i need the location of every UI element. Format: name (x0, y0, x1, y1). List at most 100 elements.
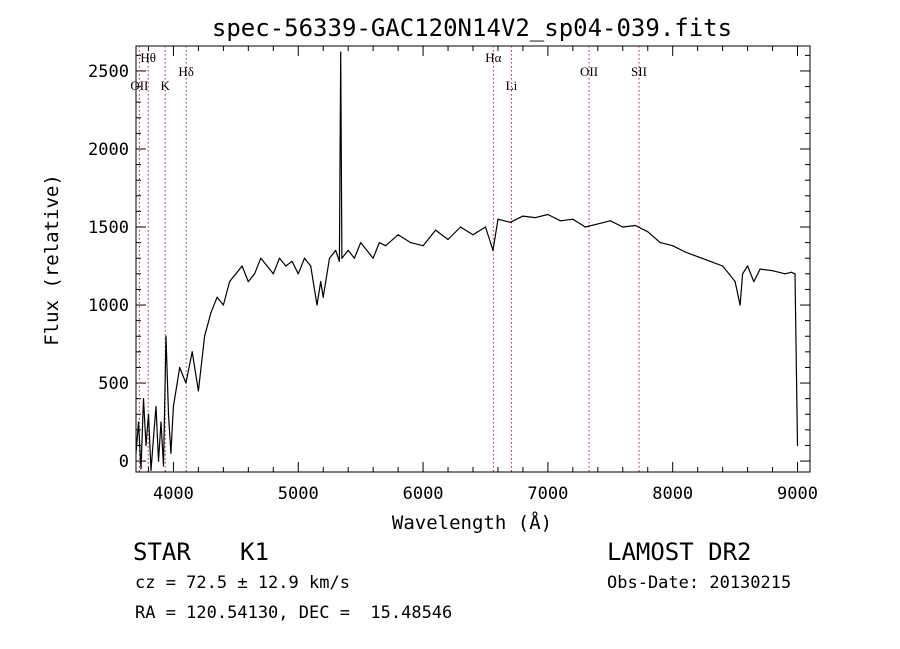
spectrum-point (684, 251, 686, 253)
spectrum-point (278, 257, 281, 259)
spectrum-point (597, 223, 599, 225)
spectrum-point (739, 304, 741, 306)
plot-frame (135, 45, 811, 473)
marker-label: Hα (485, 50, 501, 65)
spectrum-point (492, 249, 494, 252)
spectrum-point (145, 444, 147, 447)
spectrum-point (297, 273, 299, 275)
spectrum-point (459, 226, 462, 228)
spectrum-point (796, 444, 799, 447)
spectrum-point (559, 220, 561, 222)
spectrum-point (397, 234, 399, 236)
spectrum-point (155, 405, 157, 408)
x-tick-label: 7000 (527, 484, 568, 504)
axes: 4000 5000 6000 7000 8000 9000 0 500 1000 1500 2000… (88, 45, 818, 504)
spectrum-point (147, 413, 150, 415)
x-tick-label: 8000 (652, 484, 693, 504)
spectrum-point (447, 238, 449, 241)
marker-label: Hδ (178, 64, 194, 79)
spectrum-point (191, 351, 193, 353)
spectrum-point (222, 304, 224, 306)
x-tick-label: 4000 (153, 484, 194, 504)
y-tick-label: 0 (119, 452, 129, 472)
subclass-label: K1 (240, 538, 269, 566)
spectrum-point (409, 242, 412, 244)
x-tick-label: 5000 (278, 484, 319, 504)
spectrum-point (335, 249, 337, 252)
y-tick-label: 2000 (88, 140, 129, 160)
spectrum-point (210, 312, 212, 314)
spectrum-point (197, 390, 200, 392)
marker-label: OII (580, 64, 598, 79)
x-tick-label: 6000 (403, 484, 444, 504)
spectrum-point (497, 218, 499, 220)
spectrum-point (135, 452, 137, 454)
spectrum-point (697, 256, 699, 258)
spectrum-point (204, 335, 206, 337)
y-axis-label: Flux (relative) (41, 174, 63, 346)
spectrum-point (338, 260, 341, 262)
spectrum-point (622, 226, 624, 228)
spectrum-point (162, 465, 165, 467)
spectrum-point (328, 257, 331, 259)
spectrum-point (728, 273, 730, 275)
spectrum-point (672, 245, 674, 247)
spectrum-point (185, 382, 187, 384)
spectrum-point (179, 366, 181, 369)
spectrum-point (167, 413, 170, 415)
spectrum-point (790, 271, 792, 273)
spectrum-point (759, 268, 761, 270)
spectrum-point (291, 260, 293, 262)
spectrum-point (253, 273, 256, 275)
spectrum-point (484, 226, 487, 228)
spectrum-point (235, 273, 237, 275)
spectrum-point (534, 217, 537, 219)
y-tick-label: 500 (98, 374, 129, 394)
y-tick-label: 1500 (88, 218, 129, 238)
spectrum-point (722, 265, 724, 267)
spectrum-point (472, 234, 474, 236)
spectrum-point (140, 468, 142, 470)
spectrum-point (152, 437, 155, 439)
obs-date-text: Obs-Date: 20130215 (607, 573, 792, 593)
chart-title: spec-56339-GAC120N14V2_sp04-039.fits (212, 14, 732, 42)
spectrum-point (742, 273, 744, 275)
spectrum-point (784, 273, 786, 275)
spectrum-point (241, 265, 243, 267)
spectrum-point (172, 405, 175, 408)
spectrum-point (647, 231, 649, 233)
spectrum-point (360, 242, 362, 244)
spectrum-point (340, 51, 342, 53)
spectrum-point (522, 215, 524, 217)
spectrum-point (572, 218, 574, 220)
x-tick-label: 9000 (777, 484, 818, 504)
spectrum-point (547, 213, 549, 216)
spectrum-point (366, 249, 368, 252)
y-tick-label: 2500 (88, 62, 129, 82)
spectrum-point (709, 260, 711, 262)
spectrum-point (310, 265, 312, 267)
spectrum-point (216, 296, 218, 298)
spectrum-point (229, 281, 231, 283)
marker-label: K (161, 78, 171, 93)
spectrum-point (584, 226, 586, 228)
spectrum-point (509, 221, 512, 223)
spectrum-point (320, 281, 322, 283)
spectrum-point (247, 281, 249, 283)
spectrum-point (659, 242, 661, 244)
spectrum-point (150, 469, 152, 472)
coordinates-text: RA = 120.54130, DEC = 15.48546 (135, 603, 453, 623)
spectrum-point (137, 421, 140, 423)
spectrum-point (316, 304, 318, 306)
marker-label: OII (130, 78, 148, 93)
marker-label: Hθ (140, 50, 156, 65)
spectrum-line (135, 51, 799, 471)
spectrum-point (260, 257, 262, 259)
spectrum-point (347, 249, 349, 252)
spectrum-point (609, 220, 611, 222)
spectrum-point (434, 229, 437, 231)
class-label: STAR (133, 538, 191, 566)
spectrum-point (157, 460, 160, 462)
spectrum-point (142, 398, 145, 400)
